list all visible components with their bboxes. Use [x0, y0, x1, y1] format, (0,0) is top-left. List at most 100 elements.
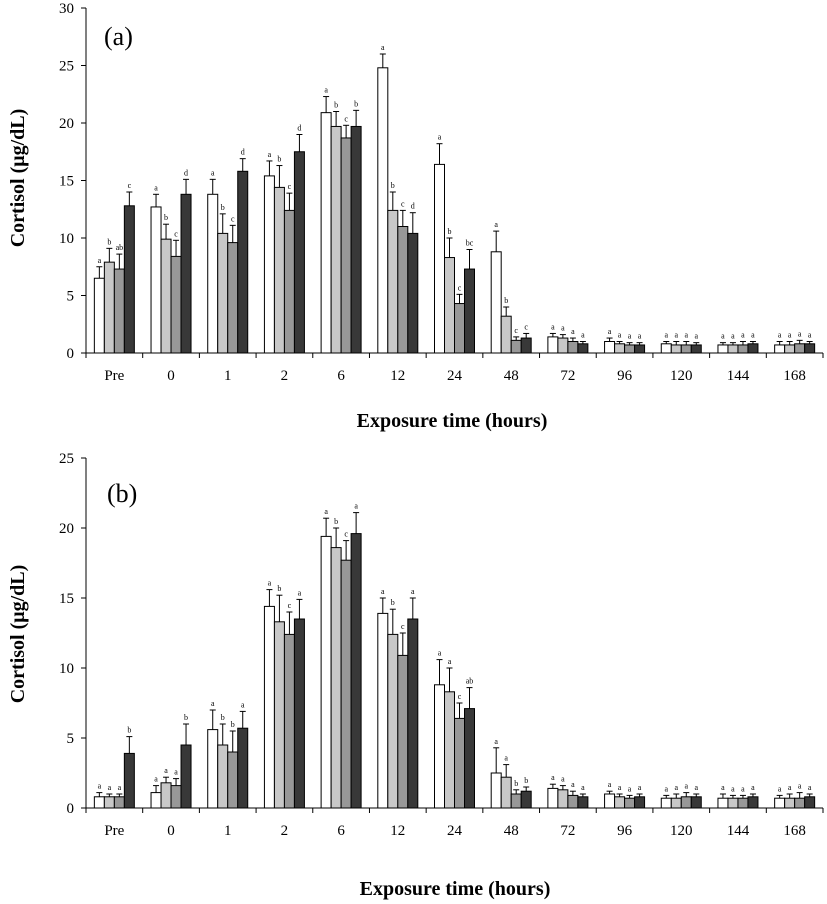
panel-a-label: (a): [104, 22, 133, 51]
panel-b-significance-label: a: [664, 784, 668, 793]
panel-a-bar: [634, 344, 646, 354]
panel-b-bar: [784, 797, 796, 809]
panel-b-bar: [103, 796, 115, 809]
panel-b-significance-label: a: [154, 775, 158, 784]
panel-a-bar: [330, 125, 342, 354]
panel-a-significance-label: a: [561, 324, 565, 333]
panel-b-significance-label: a: [721, 783, 725, 792]
panel-b-label: (b): [107, 479, 137, 508]
panel-b-x-tick-label: 72: [560, 823, 575, 839]
panel-a-y-tick-label: 20: [59, 116, 74, 132]
panel-b-bar: [604, 793, 616, 809]
panel-a-bar: [283, 209, 295, 354]
panel-a-bar: [444, 257, 455, 354]
panel-b-bar: [93, 796, 105, 809]
panel-a-bar: [273, 186, 285, 354]
panel-b-bar: [660, 797, 672, 809]
panel-a-significance-label: a: [608, 327, 612, 336]
panel-a-bar: [690, 344, 702, 354]
panel-b-y-tick-label: 0: [67, 801, 75, 817]
panel-a-bar: [387, 209, 399, 354]
panel-b-bar: [320, 535, 332, 809]
panel-b: (b) Cortisol (μg/dL) Exposure time (hour…: [7, 451, 824, 900]
panel-b-bar: [237, 727, 249, 809]
panel-b-bar: [434, 684, 445, 809]
panel-b-x-tick-label: 120: [670, 823, 693, 839]
panel-b-bar: [283, 633, 295, 809]
panel-b-significance-label: a: [561, 775, 565, 784]
panel-a-significance-label: c: [174, 229, 178, 238]
panel-b-bar: [727, 797, 739, 809]
panel-a-significance-label: bc: [466, 239, 474, 248]
panel-b-significance-label: b: [221, 713, 225, 722]
panel-a-significance-label: a: [741, 331, 745, 340]
panel-a-x-tick-label: 144: [727, 368, 750, 384]
panel-a-bar: [237, 170, 249, 354]
panel-b-significance-label: b: [524, 776, 528, 785]
panel-b-significance-label: a: [638, 783, 642, 792]
panel-a-significance-label: a: [98, 256, 102, 265]
panel-a-y-tick-label: 30: [59, 1, 74, 17]
panel-b-bar: [747, 796, 759, 809]
panel-a-bar: [737, 344, 749, 354]
panel-a-bar: [93, 277, 105, 354]
panel-b-x-tick-label: Pre: [104, 823, 124, 839]
panel-a-bar: [123, 205, 135, 354]
panel-b-significance-label: a: [684, 782, 688, 791]
panel-a-significance-label: c: [514, 326, 518, 335]
panel-b-significance-label: ab: [466, 677, 474, 686]
panel-a-bar: [217, 232, 229, 354]
panel-b-bar: [510, 793, 522, 809]
panel-a-bar: [614, 343, 626, 354]
panel-a-significance-label: d: [184, 168, 188, 177]
panel-b-significance-label: a: [551, 773, 555, 782]
panel-a-significance-label: c: [288, 182, 292, 191]
panel-b-x-tick-label: 12: [390, 823, 405, 839]
panel-a-significance-label: a: [788, 331, 792, 340]
panel-a-plot-area: 051015202530Preababc0abcd1abcd2abcd6abcb…: [59, 1, 824, 384]
panel-b-bar: [387, 633, 399, 809]
panel-a-bar: [500, 315, 512, 354]
panel-b-significance-label: b: [391, 598, 395, 607]
panel-a-significance-label: b: [107, 237, 111, 246]
panel-b-x-axis-title: Exposure time (hours): [360, 878, 551, 900]
panel-b-bar: [500, 776, 512, 809]
panel-a-bar: [520, 337, 532, 354]
panel-b-significance-label: a: [381, 587, 385, 596]
panel-b-x-tick-label: 24: [447, 823, 463, 839]
panel-a-y-tick-label: 25: [59, 59, 74, 75]
panel-a-bar: [567, 341, 579, 354]
panel-b-significance-label: a: [788, 783, 792, 792]
panel-a-bar: [660, 343, 672, 354]
panel-a-bar: [340, 137, 352, 354]
panel-a-bar: [207, 193, 219, 354]
panel-a-significance-label: a: [721, 332, 725, 341]
panel-b-bar: [207, 729, 219, 809]
panel-a-significance-label: a: [571, 327, 575, 336]
panel-a-significance-label: a: [551, 322, 555, 331]
panel-a-significance-label: a: [324, 86, 328, 95]
panel-b-significance-label: a: [354, 502, 358, 511]
panel-a-bar: [407, 232, 419, 354]
panel-a-bar: [804, 343, 816, 354]
panel-b-significance-label: c: [288, 601, 292, 610]
panel-b-x-tick-label: 2: [281, 823, 289, 839]
panel-a-significance-label: d: [241, 148, 245, 157]
panel-b-significance-label: c: [401, 622, 405, 631]
panel-b-bar: [227, 751, 239, 809]
panel-b-bar: [634, 796, 646, 809]
panel-a-y-tick-label: 15: [59, 174, 74, 190]
panel-a-significance-label: a: [778, 331, 782, 340]
panel-a-bar: [794, 343, 806, 354]
panel-a-significance-label: a: [154, 183, 158, 192]
panel-b-significance-label: b: [514, 779, 518, 788]
panel-b-significance-label: a: [628, 784, 632, 793]
panel-b-significance-label: a: [164, 766, 168, 775]
panel-b-bar: [397, 654, 409, 809]
panel-b-significance-label: a: [494, 737, 498, 746]
panel-a-y-tick-label: 5: [67, 289, 75, 305]
panel-a-significance-label: a: [808, 331, 812, 340]
panel-b-significance-label: b: [127, 726, 131, 735]
panel-a-significance-label: a: [268, 150, 272, 159]
panel-a-bar: [547, 336, 559, 354]
